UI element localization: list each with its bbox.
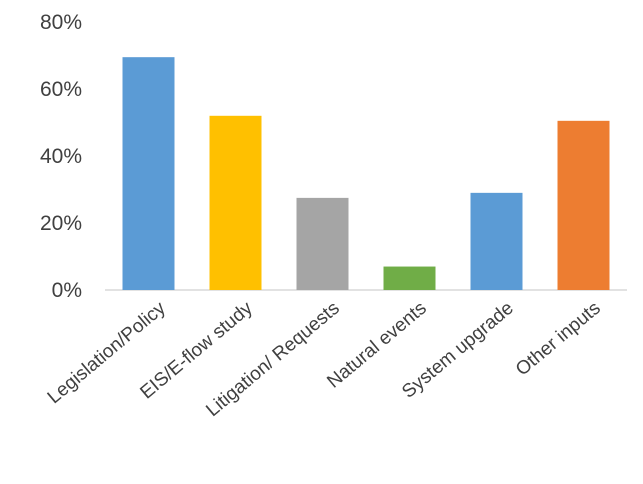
x-tick-label: Other inputs <box>512 298 605 381</box>
y-axis-tick-labels: 0% 20% 40% 60% 80% <box>40 11 82 302</box>
bar <box>383 266 436 290</box>
y-tick-label: 80% <box>40 11 82 34</box>
bar <box>557 120 610 290</box>
bars-group <box>122 57 610 290</box>
y-tick-label: 40% <box>40 145 82 168</box>
bar <box>209 115 262 290</box>
bar <box>296 197 349 290</box>
y-tick-label: 0% <box>52 279 82 302</box>
bar <box>470 192 523 290</box>
bar <box>122 57 175 290</box>
y-tick-label: 60% <box>40 78 82 101</box>
y-tick-label: 20% <box>40 212 82 235</box>
